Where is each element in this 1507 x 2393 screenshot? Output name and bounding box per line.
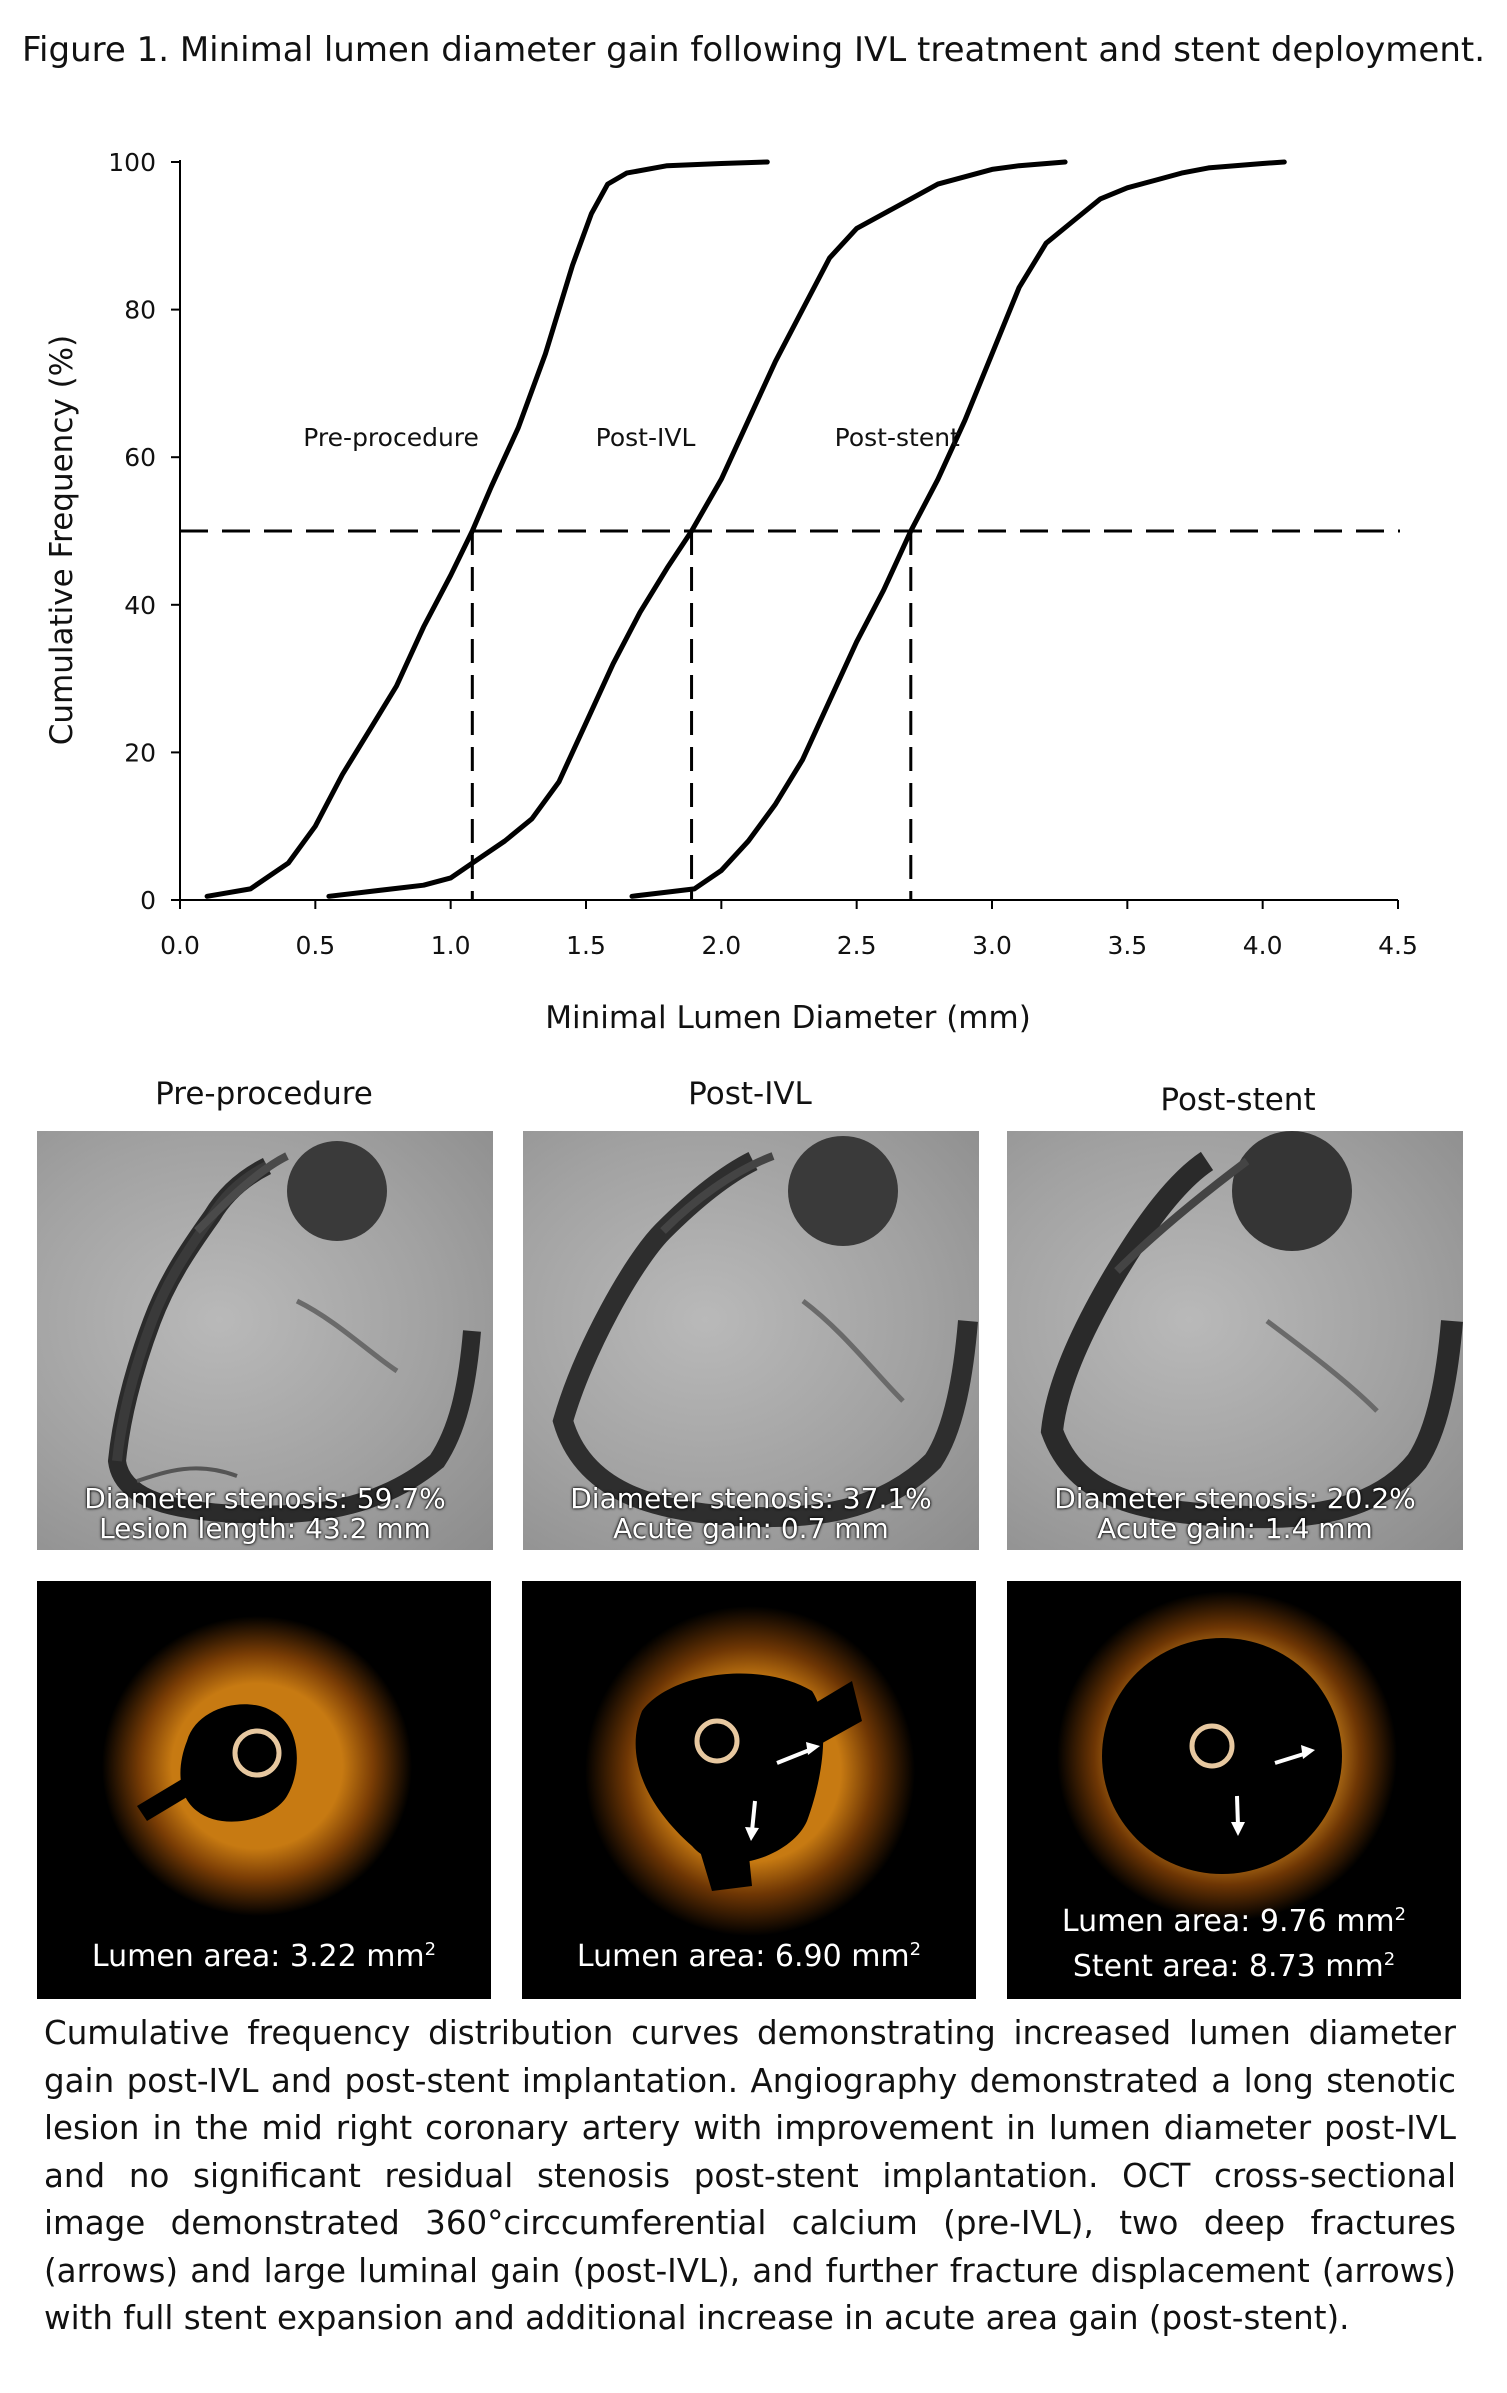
figure-caption: Cumulative frequency distribution curves… — [44, 2014, 1456, 2337]
x-tick-label: 1.0 — [431, 931, 471, 960]
x-tick-label: 3.5 — [1107, 931, 1147, 960]
series-line-3 — [629, 159, 1287, 899]
x-tick-label: 4.5 — [1378, 931, 1418, 960]
y-tick-label: 100 — [108, 148, 156, 177]
x-tick-label: 2.0 — [701, 931, 741, 960]
oct-post-stent-lumen-area: Lumen area: 9.76 mm — [1061, 1904, 1395, 1939]
oct-image-post-stent: Lumen area: 9.76 mm2 Stent area: 8.73 mm… — [1007, 1581, 1461, 1999]
angiogram-post-stent-caption-line1: Diameter stenosis: 20.2% — [1054, 1482, 1416, 1515]
y-tick-label: 80 — [124, 296, 156, 325]
angiogram-post-stent-caption: Diameter stenosis: 20.2% Acute gain: 1.4… — [1007, 1484, 1463, 1544]
angiogram-pre-caption-line2: Lesion length: 43.2 mm — [99, 1512, 431, 1545]
panel-label-pre-procedure: Pre-procedure — [155, 1076, 373, 1112]
oct-post-stent-unit-sup-1: 2 — [1394, 1904, 1407, 1925]
angiogram-post-ivl-caption-line1: Diameter stenosis: 37.1% — [570, 1482, 932, 1515]
angiogram-post-ivl: Diameter stenosis: 37.1% Acute gain: 0.7… — [523, 1131, 979, 1550]
chart-series-labels: Pre-procedure Post-IVL Post-stent — [303, 423, 960, 452]
panel-label-post-stent: Post-stent — [1160, 1082, 1316, 1118]
oct-image-pre-procedure: Lumen area: 3.22 mm2 — [37, 1581, 491, 1999]
angiogram-pre-procedure: Diameter stenosis: 59.7% Lesion length: … — [37, 1131, 493, 1550]
oct-post-ivl-unit-sup: 2 — [909, 1939, 922, 1960]
oct-pre-caption: Lumen area: 3.22 mm2 — [37, 1931, 491, 1976]
chart-ticks: 0.0 0.5 1.0 1.5 2.0 2.5 3.0 3.5 4.0 4.5 0 20 40 60 80 1… — [108, 148, 1418, 960]
series-label-2: Post-IVL — [596, 423, 696, 452]
series-label-1: Pre-procedure — [303, 423, 479, 452]
y-tick-label: 20 — [124, 738, 156, 767]
x-tick-label: 4.0 — [1243, 931, 1283, 960]
series-label-3: Post-stent — [835, 423, 960, 452]
figure-title: Figure 1. Minimal lumen diameter gain fo… — [21, 30, 1486, 70]
angiogram-post-ivl-caption: Diameter stenosis: 37.1% Acute gain: 0.7… — [523, 1484, 979, 1544]
y-axis-label: Cumulative Frequency (%) — [44, 335, 80, 745]
series-line-2 — [326, 159, 1068, 899]
x-axis-label: Minimal Lumen Diameter (mm) — [545, 1000, 1031, 1036]
oct-post-stent-stent-area: Stent area: 8.73 mm — [1072, 1949, 1384, 1984]
x-tick-label: 3.0 — [972, 931, 1012, 960]
angiogram-post-stent: Diameter stenosis: 20.2% Acute gain: 1.4… — [1007, 1131, 1463, 1550]
x-tick-label: 1.5 — [566, 931, 606, 960]
chart-series — [204, 159, 1287, 899]
panel-label-post-ivl: Post-IVL — [688, 1076, 812, 1112]
oct-pre-unit-sup: 2 — [424, 1939, 437, 1960]
angiogram-pre-caption-line1: Diameter stenosis: 59.7% — [84, 1482, 446, 1515]
y-tick-label: 60 — [124, 443, 156, 472]
y-tick-label: 40 — [124, 591, 156, 620]
angiogram-post-ivl-caption-line2: Acute gain: 0.7 mm — [613, 1512, 889, 1545]
y-tick-label: 0 — [140, 886, 156, 915]
angiogram-pre-caption: Diameter stenosis: 59.7% Lesion length: … — [37, 1484, 493, 1544]
oct-post-stent-caption: Lumen area: 9.76 mm2 Stent area: 8.73 mm… — [1007, 1896, 1461, 1986]
cumulative-frequency-chart: 0.0 0.5 1.0 1.5 2.0 2.5 3.0 3.5 4.0 4.5 0 20 40 60 80 1… — [44, 148, 1418, 1036]
oct-post-ivl-lumen-area: Lumen area: 6.90 mm — [576, 1939, 910, 1974]
oct-post-ivl-caption: Lumen area: 6.90 mm2 — [522, 1931, 976, 1976]
x-tick-label: 0.0 — [160, 931, 200, 960]
x-tick-label: 0.5 — [295, 931, 335, 960]
oct-post-stent-unit-sup-2: 2 — [1383, 1949, 1396, 1970]
chart-reference-lines — [180, 529, 1400, 900]
oct-image-post-ivl: Lumen area: 6.90 mm2 — [522, 1581, 976, 1999]
oct-pre-lumen-area: Lumen area: 3.22 mm — [91, 1939, 425, 1974]
angiogram-post-stent-caption-line2: Acute gain: 1.4 mm — [1097, 1512, 1373, 1545]
x-tick-label: 2.5 — [837, 931, 877, 960]
series-line-1 — [204, 159, 770, 899]
